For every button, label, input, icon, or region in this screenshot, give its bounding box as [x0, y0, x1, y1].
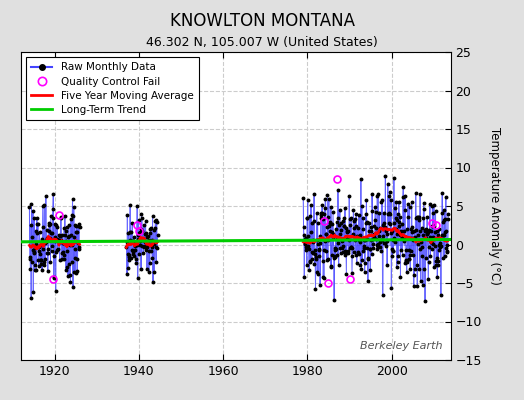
Text: KNOWLTON MONTANA: KNOWLTON MONTANA	[169, 12, 355, 30]
Text: 46.302 N, 105.007 W (United States): 46.302 N, 105.007 W (United States)	[146, 36, 378, 49]
Y-axis label: Temperature Anomaly (°C): Temperature Anomaly (°C)	[488, 127, 501, 285]
Text: Berkeley Earth: Berkeley Earth	[359, 341, 442, 351]
Legend: Raw Monthly Data, Quality Control Fail, Five Year Moving Average, Long-Term Tren: Raw Monthly Data, Quality Control Fail, …	[26, 57, 199, 120]
